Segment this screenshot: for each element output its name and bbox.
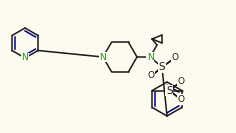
Text: O: O (172, 53, 178, 63)
Text: O: O (178, 95, 185, 104)
Text: O: O (178, 77, 185, 86)
Text: N: N (22, 53, 28, 63)
Text: N: N (147, 53, 153, 61)
Text: N: N (100, 53, 106, 61)
Text: S: S (159, 62, 165, 72)
Text: O: O (148, 72, 155, 80)
Text: S: S (166, 86, 173, 95)
